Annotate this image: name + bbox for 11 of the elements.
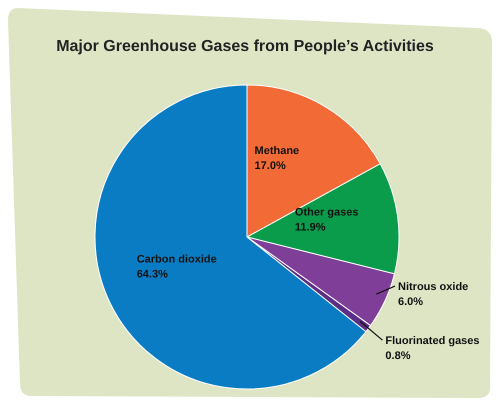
data-label: 64.3% [136,268,168,280]
data-label: 6.0% [398,296,424,308]
chart-title: Major Greenhouse Gases from People’s Activities [55,38,435,56]
data-label: 11.9% [294,221,326,234]
slice-label: Fluorinated gases [385,335,480,348]
data-label: 0.8% [385,350,411,362]
data-label: 17.0% [254,160,286,172]
slice-label: Other gases [294,206,358,218]
slice-label: Nitrous oxide [398,281,468,294]
slice-label: Methane [254,145,300,158]
slice-label: Carbon dioxide [136,253,217,266]
